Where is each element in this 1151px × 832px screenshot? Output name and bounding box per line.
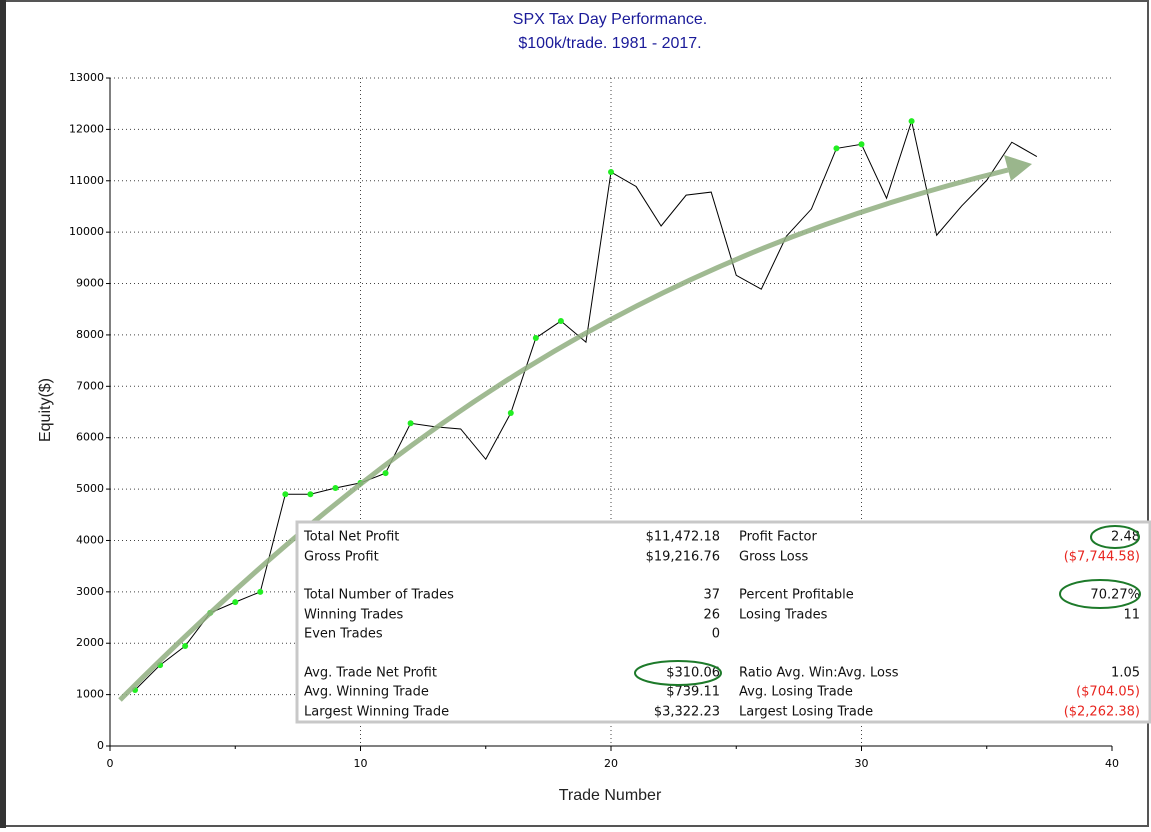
stat-label: Gross Profit [304, 550, 379, 565]
stats-table: Total Net Profit $11,472.18 Profit Factor 2… [303, 530, 1140, 720]
y-tick-label: 7000 [76, 379, 104, 392]
equity-high-marker [858, 141, 865, 148]
stat-value: $310.06 [666, 666, 720, 681]
highlight-oval [634, 660, 722, 686]
stat-label: Winning Trades [304, 608, 403, 623]
equity-high-marker [382, 470, 389, 477]
stats-box [295, 520, 1151, 724]
y-tick-label: 12000 [69, 122, 104, 135]
trend-arrow [118, 155, 1032, 702]
stat-value: $11,472.18 [646, 530, 720, 545]
equity-high-marker [182, 643, 189, 650]
stat-value: ($7,744.58) [1064, 550, 1140, 565]
stat-value: 11 [1123, 608, 1140, 623]
y-tick-label: 9000 [76, 277, 104, 290]
arrow-head [1004, 155, 1032, 181]
stat-value: $739.11 [666, 685, 720, 700]
y-tick-label: 4000 [76, 533, 104, 546]
trend-curve [118, 167, 1009, 702]
x-axis-label: Trade Number [559, 787, 662, 804]
highlight-oval [1090, 525, 1140, 549]
stat-value: $19,216.76 [646, 550, 720, 565]
y-tick-label: 3000 [76, 585, 104, 598]
equity-high-marker [532, 335, 539, 342]
stat-value: ($704.05) [1076, 685, 1140, 700]
stat-label: Ratio Avg. Win:Avg. Loss [739, 666, 899, 681]
stat-value: 26 [703, 608, 720, 623]
y-tick-label: 8000 [76, 328, 104, 341]
stat-value: 2.48 [1111, 530, 1140, 545]
y-axis-label: Equity($) [37, 378, 54, 442]
y-tick-label: 2000 [76, 636, 104, 649]
stat-value: 70.27% [1090, 588, 1140, 603]
equity-high-marker [232, 599, 239, 606]
y-tick-label: 10000 [69, 225, 104, 238]
stat-value: 1.05 [1111, 666, 1140, 681]
stat-label: Largest Losing Trade [739, 705, 873, 720]
equity-high-marker [332, 485, 339, 492]
stat-label: Profit Factor [739, 530, 817, 545]
stat-label: Total Number of Trades [303, 588, 454, 603]
equity-high-marker [307, 491, 314, 498]
stat-value: ($2,262.38) [1064, 705, 1140, 720]
equity-high-marker [407, 420, 414, 427]
equity-high-marker [557, 318, 564, 325]
equity-high-marker [507, 410, 514, 417]
equity-high-marker [833, 145, 840, 152]
equity-high-marker [608, 169, 614, 176]
stat-label: Avg. Winning Trade [304, 685, 429, 700]
x-tick-label: 20 [604, 757, 618, 770]
y-tick-label: 13000 [69, 71, 104, 84]
x-tick-label: 10 [354, 757, 368, 770]
equity-high-marker [257, 588, 264, 595]
frame-edge [0, 0, 6, 828]
stat-label: Avg. Trade Net Profit [304, 666, 437, 681]
highlight-oval [1059, 579, 1141, 609]
x-tick-label: 40 [1105, 757, 1119, 770]
stat-value: $3,322.23 [654, 705, 720, 720]
x-tick-label: 0 [107, 757, 114, 770]
stat-label: Percent Profitable [739, 588, 854, 603]
stat-label: Gross Loss [739, 550, 809, 565]
stat-value: 37 [703, 588, 720, 603]
y-tick-label: 0 [97, 739, 104, 752]
y-tick-label: 6000 [76, 431, 104, 444]
stat-value: 0 [712, 627, 720, 642]
stat-label: Losing Trades [739, 608, 828, 623]
chart-title: SPX Tax Day Performance. [513, 11, 707, 28]
chart-subtitle: $100k/trade. 1981 - 2017. [518, 35, 701, 52]
stat-label: Even Trades [304, 627, 383, 642]
stat-label: Avg. Losing Trade [739, 685, 853, 700]
y-tick-label: 11000 [69, 174, 104, 187]
x-tick-label: 30 [855, 757, 869, 770]
y-tick-label: 5000 [76, 482, 104, 495]
equity-high-marker [282, 491, 289, 498]
stat-label: Total Net Profit [303, 530, 399, 545]
stat-label: Largest Winning Trade [304, 705, 449, 720]
y-tick-label: 1000 [76, 688, 104, 701]
equity-high-marker [908, 118, 915, 125]
